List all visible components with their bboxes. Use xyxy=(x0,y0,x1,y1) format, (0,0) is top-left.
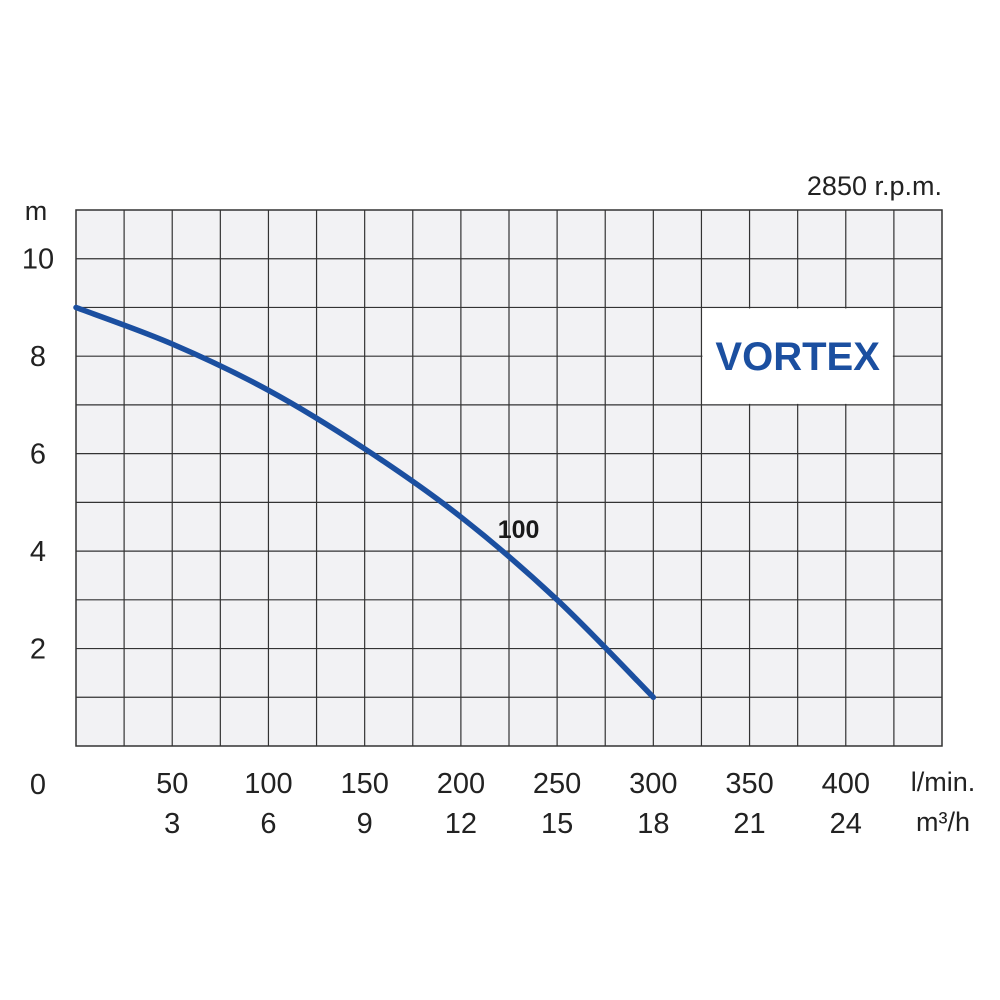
y-tick-label: 6 xyxy=(30,439,46,471)
y-tick-label: 2 xyxy=(30,634,46,666)
x-axis-unit-secondary: m³/h xyxy=(916,807,970,837)
brand-label: VORTEX xyxy=(715,335,880,379)
y-tick-label: 0 xyxy=(30,769,46,801)
x-tick-label-secondary: 9 xyxy=(357,808,373,840)
curves: 100 xyxy=(73,304,657,701)
brand-box-background xyxy=(702,308,893,404)
y-axis-unit: m xyxy=(25,196,48,226)
x-axis-unit-primary: l/min. xyxy=(911,767,976,797)
x-tick-label-primary: 200 xyxy=(437,768,485,800)
labels: 2850 r.p.m.m0246810503100615092001225015… xyxy=(22,171,975,840)
x-tick-label-secondary: 3 xyxy=(164,808,180,840)
x-tick-label-primary: 300 xyxy=(629,768,677,800)
brand-box: VORTEX xyxy=(702,308,893,404)
series-label: 100 xyxy=(498,516,540,544)
x-tick-label-secondary: 21 xyxy=(733,808,765,840)
rpm-label: 2850 r.p.m. xyxy=(807,171,942,201)
x-tick-label-secondary: 6 xyxy=(260,808,276,840)
x-tick-label-secondary: 18 xyxy=(637,808,669,840)
y-tick-label: 8 xyxy=(30,341,46,373)
x-tick-label-secondary: 15 xyxy=(541,808,573,840)
grid xyxy=(76,210,942,746)
series-curve-100 xyxy=(73,304,657,701)
x-tick-label-secondary: 12 xyxy=(445,808,477,840)
y-tick-label: 4 xyxy=(30,536,46,568)
x-tick-label-primary: 50 xyxy=(156,768,188,800)
x-tick-label-secondary: 24 xyxy=(830,808,862,840)
x-tick-label-primary: 400 xyxy=(822,768,870,800)
x-tick-label-primary: 350 xyxy=(725,768,773,800)
x-tick-label-primary: 250 xyxy=(533,768,581,800)
x-tick-label-primary: 150 xyxy=(340,768,388,800)
x-tick-label-primary: 100 xyxy=(244,768,292,800)
y-tick-label: 10 xyxy=(22,244,54,276)
